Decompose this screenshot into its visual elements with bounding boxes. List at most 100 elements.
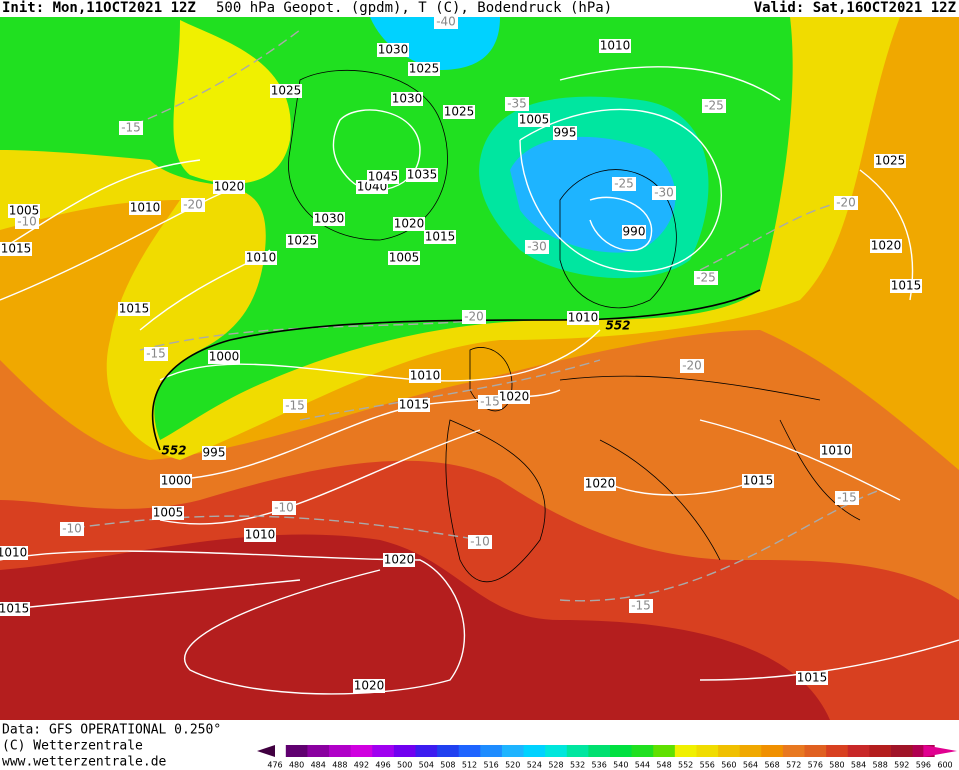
contour-label: 552 xyxy=(161,444,186,458)
label-box xyxy=(8,204,40,218)
colorbar-swatch xyxy=(588,745,611,757)
temperature-label: -10 xyxy=(17,215,37,229)
colorbar-tick-label: 600 xyxy=(937,761,952,770)
label-box xyxy=(152,506,184,520)
pressure-label: 995 xyxy=(203,446,226,460)
colorbar-swatch xyxy=(458,745,481,757)
label-box xyxy=(518,113,550,127)
pressure-label: 1015 xyxy=(797,671,828,685)
label-box xyxy=(213,180,245,194)
label-box xyxy=(202,446,226,460)
label-box xyxy=(15,215,39,229)
label-box xyxy=(584,477,616,491)
pressure-label: 1025 xyxy=(409,62,440,76)
label-box xyxy=(367,170,399,184)
pressure-label: 1015 xyxy=(743,474,774,488)
colorbar-tick-label: 488 xyxy=(332,761,347,770)
temperature-label: -25 xyxy=(696,271,716,285)
pressure-label: 1020 xyxy=(384,553,415,567)
pressure-label: 1025 xyxy=(444,105,475,119)
label-box xyxy=(890,279,922,293)
temperature-label: -10 xyxy=(274,501,294,515)
colorbar-swatch xyxy=(631,745,654,757)
label-box xyxy=(478,395,502,409)
label-box xyxy=(796,671,828,685)
label-box xyxy=(553,126,577,140)
colorbar-swatch xyxy=(890,745,914,757)
temperature-label: -10 xyxy=(470,535,490,549)
label-box xyxy=(820,444,852,458)
label-box xyxy=(391,92,423,106)
pressure-label: 1015 xyxy=(119,302,150,316)
colorbar-tick-label: 508 xyxy=(440,761,455,770)
temperature-label: -30 xyxy=(527,240,547,254)
colorbar-swatch xyxy=(804,745,827,757)
temperature-label: -10 xyxy=(62,522,82,536)
temperature-label: -25 xyxy=(614,177,634,191)
pressure-label: 1035 xyxy=(407,168,438,182)
pressure-label: 1015 xyxy=(1,242,32,256)
pressure-label: 1010 xyxy=(600,39,631,53)
pressure-label: 1020 xyxy=(214,180,245,194)
label-box xyxy=(702,99,726,113)
pressure-label: 1005 xyxy=(153,506,184,520)
pressure-label: 1015 xyxy=(0,602,29,616)
copyright: (C) Wetterzentrale xyxy=(2,739,143,754)
label-box xyxy=(599,39,631,53)
temperature-label: -40 xyxy=(436,15,456,29)
temperature-label: -15 xyxy=(631,599,651,613)
label-box xyxy=(498,390,530,404)
label-box xyxy=(0,602,30,616)
temperature-label: -20 xyxy=(836,196,856,210)
label-box xyxy=(0,242,32,256)
pressure-label: 1015 xyxy=(399,398,430,412)
label-box xyxy=(408,62,440,76)
label-box xyxy=(383,553,415,567)
colorbar-tick-label: 528 xyxy=(548,761,563,770)
colorbar-tick-label: 524 xyxy=(527,761,542,770)
pressure-label: 1030 xyxy=(378,43,409,57)
temperature-label: -15 xyxy=(837,491,857,505)
temperature-label: -15 xyxy=(480,395,500,409)
pressure-label: 1010 xyxy=(130,201,161,215)
colorbar-tick-label: 496 xyxy=(375,761,390,770)
colorbar-swatch xyxy=(480,745,503,757)
pressure-label: 1005 xyxy=(519,113,550,127)
pressure-label: 1030 xyxy=(314,212,345,226)
label-box xyxy=(118,302,150,316)
label-box xyxy=(694,271,718,285)
label-box xyxy=(283,399,307,413)
field-yellow-greenland-west xyxy=(173,20,291,184)
pressure-label: 1025 xyxy=(875,154,906,168)
colorbar-tick-label: 504 xyxy=(419,761,434,770)
colorbar-tick-label: 548 xyxy=(656,761,671,770)
pressure-label: 1010 xyxy=(821,444,852,458)
pressure-label: 1020 xyxy=(394,217,425,231)
colorbar-tick-label: 560 xyxy=(721,761,736,770)
colorbar-swatch xyxy=(415,745,438,757)
colorbar-swatch xyxy=(718,745,741,757)
label-box xyxy=(834,196,858,210)
label-box xyxy=(388,251,420,265)
colorbar-tick-label: 476 xyxy=(267,761,282,770)
colorbar-tick-label: 556 xyxy=(700,761,715,770)
pressure-label: 1045 xyxy=(368,170,399,184)
pressure-label: 1000 xyxy=(209,350,240,364)
init-time: Init: Mon,11OCT2021 12Z xyxy=(2,0,196,16)
label-box xyxy=(144,347,168,361)
colorbar-end xyxy=(257,745,275,757)
label-box xyxy=(393,217,425,231)
pressure-label: 1020 xyxy=(871,239,902,253)
colorbar-swatch xyxy=(566,745,589,757)
label-box xyxy=(680,359,704,373)
colorbar-swatch xyxy=(372,745,395,757)
colorbar-swatch xyxy=(869,745,892,757)
colorbar-swatch xyxy=(501,745,525,757)
colorbar-swatch xyxy=(350,745,373,757)
pressure-label: 1025 xyxy=(287,234,318,248)
label-box xyxy=(612,177,636,191)
pressure-label: 1015 xyxy=(891,279,922,293)
pressure-label: 1010 xyxy=(0,546,27,560)
label-box xyxy=(0,546,28,560)
